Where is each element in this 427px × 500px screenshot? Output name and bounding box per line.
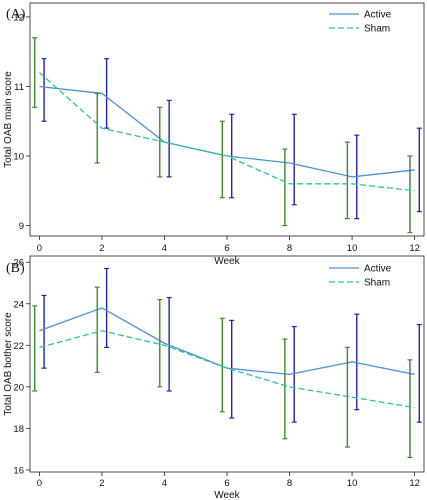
sham-ci-bar	[32, 37, 38, 108]
sham-data-point	[351, 183, 353, 185]
active-ci-bar	[41, 58, 47, 122]
active-ci-bar	[291, 326, 297, 423]
x-tick-label: 6	[224, 478, 229, 489]
active-data-point	[351, 361, 353, 363]
sham-data-point	[163, 141, 165, 143]
active-data-point	[38, 85, 40, 87]
sham-ci-bar	[157, 106, 163, 178]
sham-data-point	[101, 127, 103, 129]
y-tick-label: 22	[13, 341, 24, 352]
x-tick-label: 12	[409, 243, 420, 254]
y-tick-label: 24	[13, 299, 24, 310]
active-ci-bar	[104, 267, 110, 348]
x-axis-title: Week	[214, 490, 240, 500]
legend-label-sham: Sham	[364, 24, 390, 35]
sham-data-point	[38, 71, 40, 73]
active-data-point	[101, 307, 103, 309]
sham-ci-bar	[94, 92, 100, 164]
x-tick-label: 0	[37, 243, 42, 254]
sham-data-point	[226, 155, 228, 157]
sham-data-point	[413, 406, 415, 408]
x-tick-label: 8	[287, 478, 292, 489]
y-tick-label: 11	[14, 82, 24, 93]
sham-ci-bar	[32, 305, 38, 392]
sham-ci-bar	[344, 141, 350, 220]
active-data-point	[288, 162, 290, 164]
sham-data-point	[163, 344, 165, 346]
sham-ci-bar	[219, 120, 225, 199]
chart-panel-a: 9 10 11 12 0 2 4 6 8 10 12 Week Total OAB main score…	[3, 2, 425, 267]
legend-label-active: Active	[364, 264, 392, 275]
active-ci-bar	[166, 99, 172, 178]
sham-ci-bar	[282, 148, 288, 227]
sham-data-point	[38, 346, 40, 348]
x-tick-label: 4	[162, 478, 167, 489]
sham-ci-bar	[94, 286, 100, 373]
active-series-line	[39, 307, 415, 376]
y-tick-label: 16	[13, 465, 24, 476]
sham-data-point	[226, 367, 228, 369]
sham-ci-bar	[407, 155, 413, 234]
y-tick-label: 9	[19, 221, 24, 232]
sham-series-line	[38, 72, 415, 192]
sham-ci-bar	[157, 299, 163, 388]
x-tick-label: 12	[409, 478, 420, 489]
legend: Active Sham	[329, 10, 392, 35]
sham-data-point	[351, 396, 353, 398]
active-ci-bar	[104, 58, 110, 129]
panel-label: (A)	[6, 7, 26, 22]
plot-frame	[29, 2, 425, 237]
y-tick-label: 10	[13, 152, 24, 163]
x-tick-label: 2	[99, 243, 104, 254]
legend: Active Sham	[329, 264, 392, 289]
active-data-point	[163, 342, 165, 344]
y-tick-label: 18	[13, 424, 24, 435]
legend-label-sham: Sham	[364, 278, 390, 289]
sham-series-line	[39, 330, 415, 409]
sham-ci-bar	[282, 338, 288, 440]
active-ci-bar	[416, 323, 422, 423]
y-axis-title: Total OAB main score	[3, 71, 14, 168]
panel-label: (B)	[6, 261, 25, 276]
x-axis-title: Week	[214, 256, 240, 267]
active-ci-bar	[166, 296, 172, 392]
legend-label-active: Active	[364, 10, 392, 21]
x-tick-label: 2	[99, 478, 104, 489]
x-tick-label: 6	[224, 243, 229, 254]
x-tick-label: 0	[37, 478, 42, 489]
y-axis-title: Total OAB bother score	[3, 312, 14, 416]
active-data-point	[101, 92, 103, 94]
sham-ci-bar	[407, 359, 413, 459]
active-ci-bar	[41, 294, 47, 369]
active-ci-bar	[416, 127, 422, 213]
sham-ci-bar	[219, 317, 225, 413]
sham-data-point	[413, 190, 415, 192]
x-tick-label: 4	[162, 243, 167, 254]
active-data-point	[413, 373, 415, 375]
y-tick-label: 12	[13, 12, 24, 23]
active-data-point	[351, 176, 353, 178]
active-ci-bar	[354, 313, 360, 411]
sham-data-point	[288, 183, 290, 185]
x-tick-label: 8	[287, 243, 292, 254]
active-ci-bar	[291, 113, 297, 206]
sham-data-point	[101, 330, 103, 332]
active-data-point	[413, 169, 415, 171]
active-data-point	[288, 373, 290, 375]
active-data-point	[38, 330, 40, 332]
sham-data-point	[288, 386, 290, 388]
y-tick-label: 20	[13, 382, 24, 393]
sham-ci-bar	[344, 346, 350, 448]
x-tick-label: 10	[347, 243, 358, 254]
x-tick-label: 10	[347, 478, 358, 489]
y-tick-label: 26	[13, 258, 24, 269]
